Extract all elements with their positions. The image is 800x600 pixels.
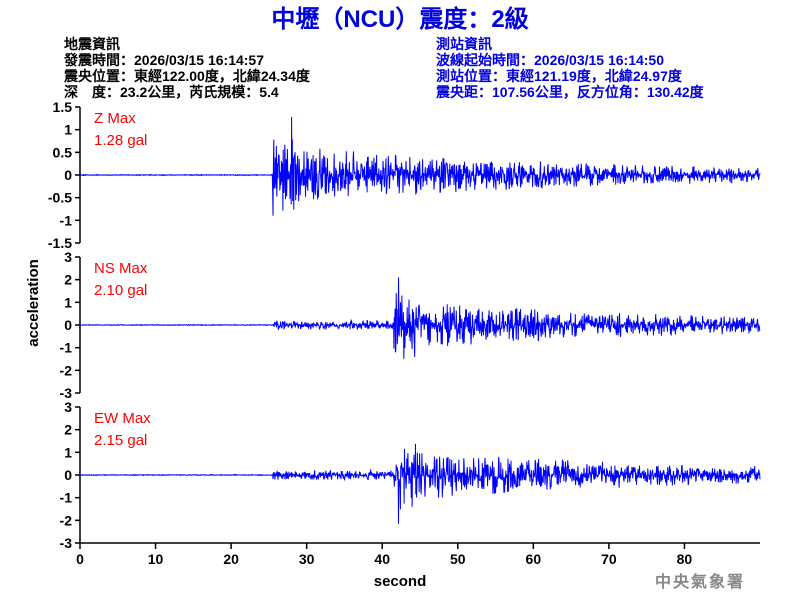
waveform-trace xyxy=(79,443,761,524)
station-info-heading: 測站資訊 xyxy=(436,36,492,52)
y-tick-label: 1.5 xyxy=(53,99,73,115)
y-tick-label: 2 xyxy=(64,272,72,288)
origin-time: 發震時間：2026/03/15 16:14:57 xyxy=(63,52,264,68)
y-tick-label: -1 xyxy=(60,490,73,506)
x-axis-label: second xyxy=(374,573,427,590)
y-tick-label: 1 xyxy=(64,444,72,460)
x-tick-label: 40 xyxy=(374,551,390,567)
y-tick-label: 0.5 xyxy=(53,144,73,160)
panel-z: 1.5 1 0.5 0 -0.5 -1 -1.5 Z Max 1.28 gal xyxy=(48,99,761,251)
x-tick-label: 50 xyxy=(450,551,466,567)
max-label-name: EW Max xyxy=(94,410,151,427)
panels: 1.5 1 0.5 0 -0.5 -1 -1.5 Z Max 1.28 gal 3 2 1 0 -1 -2 -… xyxy=(48,99,761,551)
waveform-trace xyxy=(79,116,761,216)
x-tick-label: 70 xyxy=(601,551,617,567)
y-tick-label: -1 xyxy=(60,340,73,356)
quake-info-heading: 地震資訊 xyxy=(64,36,120,52)
station-location: 測站位置：東經121.19度，北緯24.97度 xyxy=(436,68,683,84)
y-tick-label: 0 xyxy=(64,167,72,183)
max-label-value: 2.15 gal xyxy=(94,432,147,449)
y-tick-label: 0 xyxy=(64,467,72,483)
max-label-name: NS Max xyxy=(94,260,148,277)
y-tick-label: 1 xyxy=(64,122,72,138)
y-tick-label: -1.5 xyxy=(48,235,72,251)
y-tick-label: 0 xyxy=(64,317,72,333)
y-axis-label: acceleration xyxy=(25,259,42,347)
x-tick-label: 10 xyxy=(148,551,164,567)
y-tick-label: -3 xyxy=(60,385,73,401)
y-tick-label: -2 xyxy=(60,512,73,528)
station-info: 測站資訊 波線起始時間：2026/03/15 16:14:50 測站位置：東經1… xyxy=(435,36,705,100)
y-tick-label: 1 xyxy=(64,294,72,310)
epicentral-distance: 震央距：107.56公里，反方位角：130.42度 xyxy=(435,84,705,100)
depth-magnitude: 深 度：23.2公里，芮氏規模：5.4 xyxy=(64,84,279,100)
x-tick-label: 60 xyxy=(526,551,542,567)
x-tick-label: 80 xyxy=(677,551,693,567)
wave-start-time: 波線起始時間：2026/03/15 16:14:50 xyxy=(436,52,664,68)
panel-ew: 3 2 1 0 -1 -2 -3 EW Max 2.15 gal xyxy=(60,399,761,551)
waveform-trace xyxy=(79,277,761,359)
y-tick-label: -1 xyxy=(60,212,73,228)
y-tick-label: 3 xyxy=(64,399,72,415)
y-tick-label: 2 xyxy=(64,422,72,438)
y-tick-label: -2 xyxy=(60,362,73,378)
y-tick-label: 3 xyxy=(64,249,72,265)
max-label-value: 1.28 gal xyxy=(94,132,147,149)
x-tick-label: 0 xyxy=(76,551,84,567)
y-tick-label: -3 xyxy=(60,535,73,551)
max-label-value: 2.10 gal xyxy=(94,282,147,299)
panel-ns: 3 2 1 0 -1 -2 -3 NS Max 2.10 gal xyxy=(60,249,761,401)
x-axis: 0 10 20 30 40 50 60 70 80 xyxy=(76,542,760,567)
cwa-logo: 中央氣象署 xyxy=(655,572,745,591)
x-tick-label: 20 xyxy=(223,551,239,567)
y-tick-label: -0.5 xyxy=(48,190,72,206)
x-tick-label: 30 xyxy=(299,551,315,567)
quake-info: 地震資訊 發震時間：2026/03/15 16:14:57 震央位置：東經122… xyxy=(63,36,311,100)
chart-title: 中壢（NCU）震度：2級 xyxy=(271,5,528,33)
max-label-name: Z Max xyxy=(94,110,136,127)
epicenter: 震央位置：東經122.00度，北緯24.34度 xyxy=(63,68,311,84)
